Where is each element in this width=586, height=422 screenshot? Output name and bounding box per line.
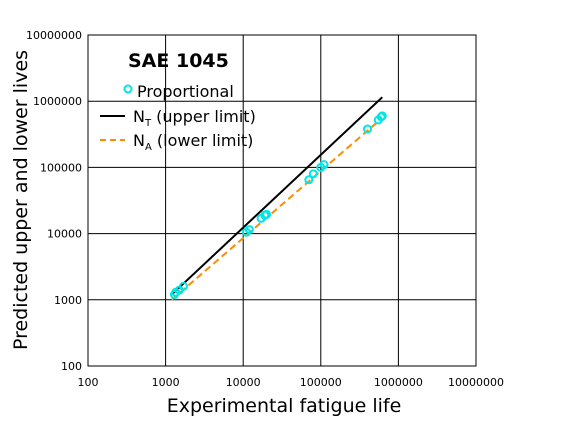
legend-label-upper: NT (upper limit) bbox=[133, 107, 256, 129]
series-lines bbox=[171, 96, 383, 301]
legend: Proportional NT (upper limit) NA (lower … bbox=[100, 82, 256, 153]
x-tick-label: 1000 bbox=[152, 376, 180, 389]
x-tick-label: 100 bbox=[78, 376, 99, 389]
x-tick-label: 1000000 bbox=[374, 376, 423, 389]
series-markers bbox=[169, 111, 387, 300]
data-point bbox=[304, 175, 314, 185]
data-point bbox=[308, 169, 318, 179]
data-point bbox=[178, 281, 188, 291]
x-axis-label: Experimental fatigue life bbox=[167, 395, 402, 417]
y-axis-label: Predicted upper and lower lives bbox=[10, 50, 32, 350]
y-tick-label: 100 bbox=[61, 360, 82, 373]
y-tick-label: 100000 bbox=[40, 161, 82, 174]
legend-label-lower: NA (lower limit) bbox=[133, 131, 253, 153]
y-tick-label: 1000000 bbox=[33, 95, 82, 108]
data-point bbox=[262, 209, 272, 219]
x-tick-label: 10000 bbox=[226, 376, 261, 389]
y-tick-label: 1000 bbox=[54, 294, 82, 307]
series-line-2 bbox=[171, 117, 383, 301]
legend-label-proportional: Proportional bbox=[137, 82, 234, 101]
plot-frame bbox=[87, 34, 477, 367]
y-tick-label: 10000 bbox=[47, 228, 82, 241]
x-tick-label: 10000000 bbox=[448, 376, 504, 389]
data-point bbox=[363, 124, 373, 134]
chart-title: SAE 1045 bbox=[128, 50, 229, 72]
y-tick-label: 10000000 bbox=[26, 29, 82, 42]
x-tick-labels: 100 1000 10000 100000 1000000 10000000 bbox=[78, 376, 505, 389]
x-tick-label: 100000 bbox=[300, 376, 342, 389]
y-tick-labels: 100 1000 10000 100000 1000000 10000000 bbox=[26, 29, 82, 373]
data-point bbox=[319, 160, 329, 170]
series-line-1 bbox=[171, 96, 383, 296]
data-point bbox=[377, 111, 387, 121]
data-point bbox=[244, 225, 254, 235]
legend-marker-proportional bbox=[123, 84, 133, 94]
grid-lines bbox=[88, 35, 476, 366]
